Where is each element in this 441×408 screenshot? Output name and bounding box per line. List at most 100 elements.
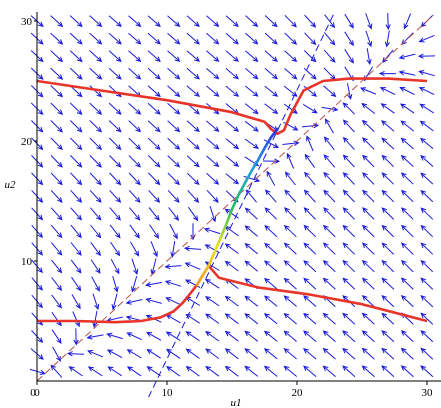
field-arrow <box>324 14 336 29</box>
field-arrow <box>384 30 391 48</box>
field-arrow <box>108 50 122 63</box>
field-arrow <box>165 348 181 359</box>
field-arrow <box>145 297 162 304</box>
field-arrow <box>146 366 161 377</box>
field-arrow <box>381 312 395 325</box>
field-arrow <box>108 137 122 151</box>
field-arrow <box>303 242 317 255</box>
field-arrow <box>418 87 435 96</box>
field-arrow <box>400 189 414 203</box>
field-arrow <box>206 32 220 45</box>
field-arrow <box>51 242 63 256</box>
field-arrow <box>150 258 157 276</box>
field-arrow <box>381 330 395 343</box>
field-arrow <box>264 295 278 307</box>
field-arrow <box>147 137 161 151</box>
field-arrow <box>420 312 434 325</box>
field-arrow <box>381 347 395 360</box>
field-arrow <box>420 137 434 150</box>
field-arrow <box>206 120 220 133</box>
field-arrow <box>69 67 83 80</box>
field-arrow <box>361 295 375 308</box>
field-arrow <box>167 155 181 168</box>
field-arrow <box>264 85 279 97</box>
field-arrow <box>342 172 355 185</box>
field-arrow <box>284 68 298 80</box>
field-arrow <box>50 120 64 133</box>
field-arrow <box>321 106 339 112</box>
field-arrow <box>284 207 297 220</box>
field-arrow <box>209 205 217 223</box>
field-arrow <box>322 347 336 360</box>
field-arrow <box>264 260 278 272</box>
trajectory-curve <box>37 264 428 324</box>
field-arrow <box>206 155 220 168</box>
field-arrow <box>283 224 297 238</box>
field-arrow <box>303 224 317 238</box>
field-arrow <box>166 366 181 377</box>
field-arrow <box>244 138 259 149</box>
field-arrow <box>420 155 434 167</box>
field-arrow <box>323 67 336 81</box>
field-arrow <box>244 365 259 377</box>
dashed-line <box>148 12 336 397</box>
field-arrow <box>109 155 122 168</box>
field-arrow <box>183 245 202 252</box>
field-arrow <box>342 119 355 133</box>
field-arrow <box>244 295 259 307</box>
field-arrow <box>400 172 414 185</box>
field-arrow <box>167 15 181 28</box>
field-arrow <box>303 67 317 80</box>
field-arrow <box>417 53 436 59</box>
field-arrow <box>128 137 142 151</box>
field-arrow <box>225 120 240 132</box>
field-arrow <box>381 295 395 308</box>
field-arrow <box>303 207 316 220</box>
field-arrow <box>224 348 239 360</box>
dashed-line <box>36 14 434 382</box>
field-arrow <box>165 331 181 342</box>
field-arrow <box>400 365 414 378</box>
field-arrow <box>361 242 375 255</box>
field-arrow <box>205 313 220 324</box>
field-arrow <box>185 313 200 324</box>
field-arrow <box>147 32 161 45</box>
field-arrow <box>70 242 82 256</box>
field-arrow <box>283 242 297 255</box>
field-arrow <box>244 313 259 325</box>
field-arrow <box>224 365 239 377</box>
field-arrow <box>149 224 160 239</box>
field-arrow <box>128 15 142 28</box>
field-arrow <box>184 262 201 270</box>
field-arrow <box>109 172 122 186</box>
field-arrow <box>89 155 102 168</box>
field-arrow <box>225 50 239 62</box>
field-arrow <box>131 258 139 275</box>
field-arrow <box>262 158 281 164</box>
field-arrow <box>264 242 278 255</box>
field-arrow <box>420 242 434 255</box>
field-arrow <box>342 207 355 220</box>
field-arrow <box>91 276 100 292</box>
field-arrow <box>286 152 295 169</box>
field-arrow <box>400 137 414 150</box>
field-arrow <box>87 350 104 358</box>
field-arrow <box>167 67 181 80</box>
field-arrow <box>324 118 334 134</box>
field-arrow <box>50 15 64 28</box>
field-arrow <box>131 275 138 293</box>
field-arrow <box>400 259 414 273</box>
origin-tick-label: 0 <box>30 387 36 399</box>
field-arrow <box>70 224 82 239</box>
field-arrow <box>400 347 414 360</box>
series-layer <box>36 12 434 397</box>
field-arrow <box>89 120 103 133</box>
field-arrow <box>225 85 240 97</box>
field-arrow <box>263 313 278 325</box>
field-arrow <box>70 189 83 203</box>
y-tick-label: 30 <box>21 16 33 28</box>
field-arrow <box>303 330 317 342</box>
field-arrow <box>342 330 356 343</box>
field-arrow <box>112 275 119 293</box>
field-arrow <box>419 103 434 114</box>
